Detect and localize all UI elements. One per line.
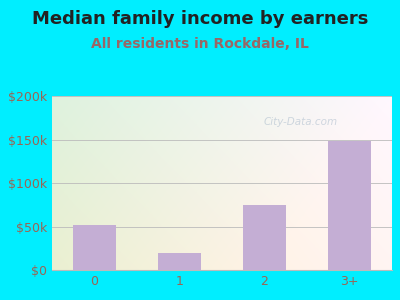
Text: City-Data.com: City-Data.com	[263, 117, 337, 127]
Bar	[158, 253, 201, 270]
Bar	[328, 141, 371, 270]
Text: Median family income by earners: Median family income by earners	[32, 11, 368, 28]
Text: All residents in Rockdale, IL: All residents in Rockdale, IL	[91, 37, 309, 50]
Bar	[243, 205, 286, 270]
Bar	[73, 225, 116, 270]
